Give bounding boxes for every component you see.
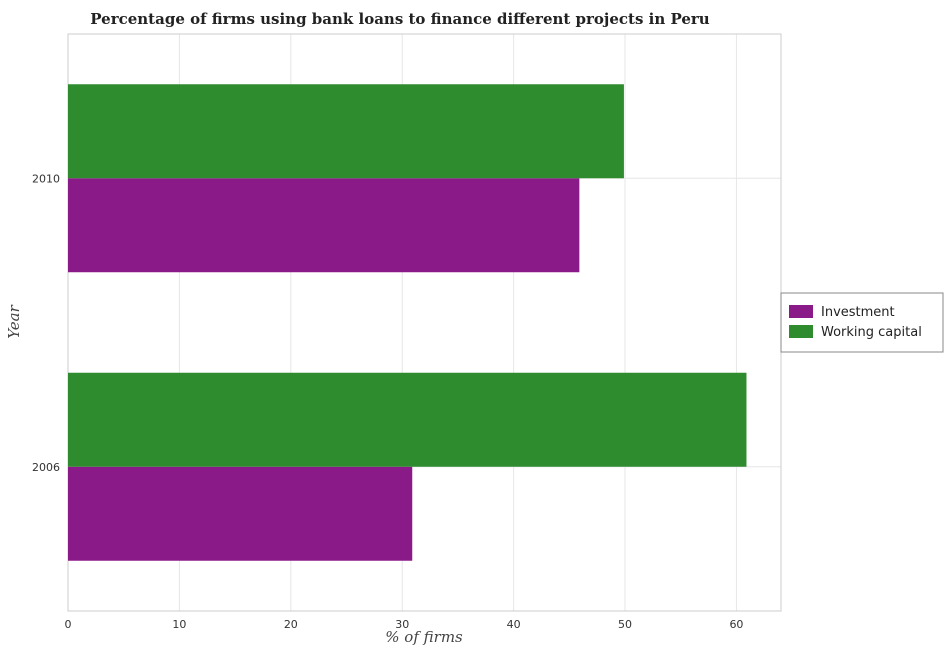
bar-investment-2006 [68,466,413,561]
y-axis-ticks: 2006 2010 [32,172,60,474]
x-tick-label: 30 [395,618,409,631]
legend-swatch [789,325,813,338]
y-tick-label: 2010 [32,172,60,185]
x-tick-label: 0 [65,618,72,631]
y-axis-label: Year [5,304,23,338]
x-tick-label: 50 [618,618,632,631]
bar-investment-2010 [68,178,580,273]
legend-swatch [789,305,813,318]
x-tick-label: 40 [507,618,521,631]
bar-working-capital-2006 [68,372,747,467]
x-axis-label: % of firms [385,628,463,646]
x-tick-label: 10 [172,618,186,631]
chart-title: Percentage of firms using bank loans to … [90,10,710,28]
legend-label: Investment [821,305,895,320]
x-tick-label: 60 [729,618,743,631]
y-tick-label: 2006 [32,461,60,474]
x-tick-label: 20 [284,618,298,631]
legend: Investment Working capital [780,292,944,353]
legend-label: Working capital [821,325,922,340]
bar-working-capital-2010 [68,84,624,179]
bars [68,84,747,561]
legend-frame [780,292,944,353]
x-axis-ticks: 0 10 20 30 40 50 60 [65,618,744,631]
